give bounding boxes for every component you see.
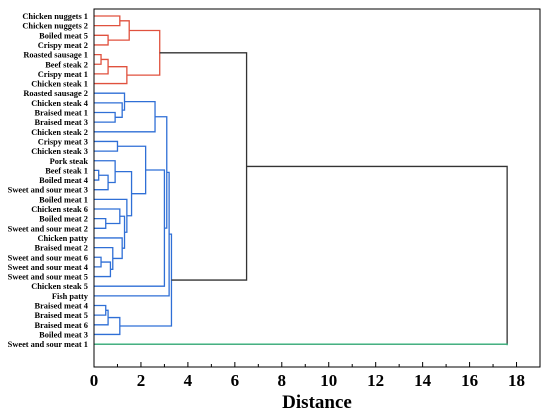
dendrogram-link bbox=[94, 15, 121, 27]
dendrogram-link bbox=[94, 309, 109, 326]
leaf-label: Crispy meat 1 bbox=[38, 70, 88, 79]
dendrogram-link bbox=[126, 29, 161, 76]
dendrogram-link bbox=[94, 256, 102, 268]
leaf-label: Boiled meat 4 bbox=[39, 176, 89, 185]
dendrogram-link bbox=[94, 160, 116, 184]
leaf-label: Boiled meat 2 bbox=[39, 215, 88, 224]
leaf-label: Braised meat 4 bbox=[35, 302, 89, 311]
leaf-label: Sweet and sour meat 5 bbox=[8, 273, 88, 282]
dendrogram-link bbox=[94, 237, 123, 260]
leaf-label: Pork steak bbox=[50, 157, 89, 166]
leaf-label: Crispy meat 2 bbox=[38, 41, 88, 50]
leaf-label: Chicken steak 1 bbox=[31, 80, 88, 89]
dendrogram-link bbox=[94, 102, 123, 118]
leaf-label: Braised meat 2 bbox=[35, 244, 89, 253]
dendrogram-link bbox=[117, 145, 147, 195]
dendrogram-link bbox=[155, 116, 168, 229]
leaf-label: Chicken steak 4 bbox=[31, 99, 89, 108]
leaf-label: Braised meat 1 bbox=[35, 109, 89, 118]
leaf-label: Roasted sausage 2 bbox=[23, 89, 88, 98]
x-tick-label: 8 bbox=[278, 371, 287, 390]
x-tick-label: 14 bbox=[414, 371, 432, 390]
x-tick-label: 6 bbox=[231, 371, 240, 390]
leaf-label: Chicken nuggets 1 bbox=[22, 12, 88, 21]
dendrogram-links bbox=[94, 15, 508, 346]
dendrogram-link bbox=[94, 58, 109, 75]
leaf-label: Beef steak 1 bbox=[45, 166, 88, 175]
leaf-label: Braised meat 6 bbox=[35, 321, 89, 330]
leaf-label: Chicken steak 6 bbox=[31, 205, 88, 214]
leaf-label: Braised meat 5 bbox=[35, 311, 89, 320]
x-tick-label: 10 bbox=[320, 371, 337, 390]
leaf-label: Chicken steak 2 bbox=[31, 128, 88, 137]
x-axis-title: Distance bbox=[282, 392, 352, 413]
dendrogram-link bbox=[119, 233, 173, 327]
dendrogram-link bbox=[94, 198, 128, 233]
leaf-label: Crispy meat 3 bbox=[38, 137, 88, 146]
leaf-label: Boiled meat 5 bbox=[39, 31, 88, 40]
leaf-label: Chicken patty bbox=[38, 234, 89, 243]
leaf-label: Chicken nuggets 2 bbox=[22, 22, 88, 31]
outlier-link bbox=[94, 343, 508, 346]
leaf-label: Roasted sausage 1 bbox=[23, 51, 88, 60]
x-tick-label: 0 bbox=[90, 371, 99, 390]
dendrogram-link bbox=[94, 66, 128, 85]
x-tick-label: 18 bbox=[508, 371, 525, 390]
x-tick-label: 4 bbox=[184, 371, 193, 390]
leaf-label: Sweet and sour meat 1 bbox=[8, 340, 88, 349]
leaf-label: Boiled meat 1 bbox=[39, 195, 88, 204]
leaf-label: Braised meat 3 bbox=[35, 118, 89, 127]
leaf-label: Sweet and sour meat 2 bbox=[8, 224, 88, 233]
leaf-label: Chicken steak 5 bbox=[31, 282, 88, 291]
dendrogram-link bbox=[94, 34, 109, 46]
dendrogram-link bbox=[94, 53, 102, 65]
x-tick-label: 16 bbox=[461, 371, 478, 390]
leaf-label: Sweet and sour meat 6 bbox=[8, 253, 88, 262]
leaf-label: Sweet and sour meat 3 bbox=[8, 186, 88, 195]
x-axis: 0 2 4 6 8 10 12 14 16 18 bbox=[90, 362, 525, 390]
leaf-label: Sweet and sour meat 4 bbox=[8, 263, 89, 272]
x-tick-label: 12 bbox=[367, 371, 384, 390]
dendrogram-link bbox=[94, 169, 166, 287]
dendrogram-link bbox=[94, 174, 109, 191]
leaf-label: Boiled meat 3 bbox=[39, 330, 88, 339]
leaf-label: Fish patty bbox=[52, 292, 89, 301]
dendrogram-link bbox=[94, 111, 116, 123]
x-tick-label: 2 bbox=[137, 371, 146, 390]
leaf-label: Beef steak 2 bbox=[45, 60, 88, 69]
dendrogram-link bbox=[94, 169, 100, 181]
plot-frame bbox=[93, 8, 541, 368]
leaf-label: Chicken steak 3 bbox=[31, 147, 88, 156]
dendrogram-link bbox=[94, 316, 121, 336]
dendrogram-link bbox=[94, 208, 121, 225]
